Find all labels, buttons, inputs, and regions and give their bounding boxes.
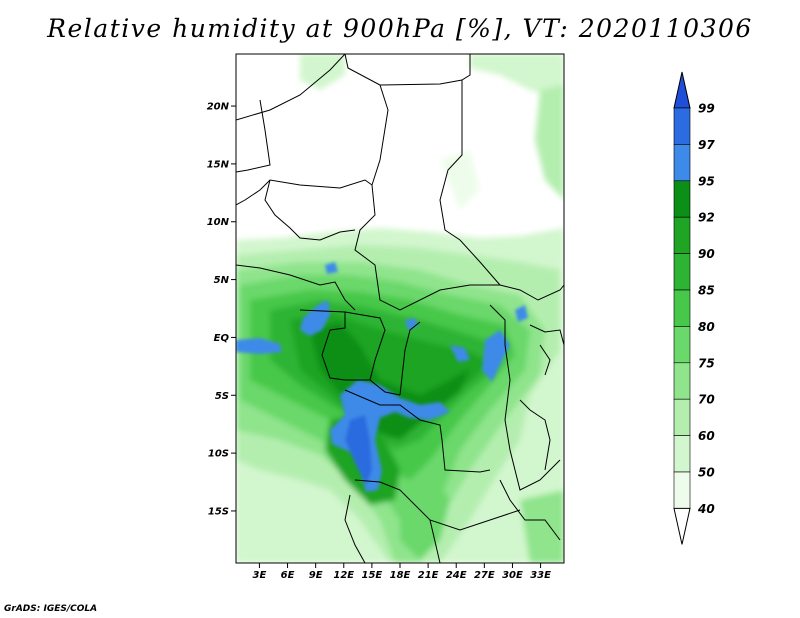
humidity-field — [236, 54, 564, 563]
lon-tick-label: 6E — [281, 570, 295, 581]
lat-tick-label: 5N — [214, 275, 230, 286]
colorbar-label: 97 — [698, 138, 715, 152]
lon-tick-label: 24E — [446, 570, 467, 581]
colorbar-top-triangle — [673, 71, 691, 109]
colorbar-label: 75 — [698, 356, 715, 370]
lon-tick-label: 27E — [474, 570, 495, 581]
colorbar-label: 92 — [698, 211, 715, 225]
country-borders — [236, 54, 564, 563]
colorbar-segment — [673, 362, 691, 400]
lon-tick-label: 15E — [362, 570, 383, 581]
colorbar-segment — [673, 107, 691, 145]
colorbar-bottom-triangle — [673, 507, 691, 545]
colorbar-label: 70 — [698, 393, 715, 407]
lon-tick-label: 12E — [333, 570, 354, 581]
lon-tick-label: 18E — [390, 570, 411, 581]
latitude-axis: 20N 15N 10N 5N EQ 5S 10S 15S — [207, 102, 236, 517]
colorbar-segment — [673, 144, 691, 182]
lat-tick-label: 10S — [208, 449, 229, 460]
grads-credit: GrADS: IGES/COLA — [4, 604, 98, 614]
colorbar-label: 99 — [698, 102, 715, 116]
lat-tick-label: 5S — [215, 391, 229, 402]
colorbar-segment — [673, 180, 691, 218]
colorbar-segment — [673, 471, 691, 509]
lat-tick-label: 10N — [207, 217, 230, 228]
colorbar-segment — [673, 289, 691, 327]
colorbar-label: 95 — [698, 174, 715, 188]
colorbar-label: 40 — [697, 502, 715, 516]
colorbar-segment — [673, 216, 691, 254]
colorbar-label: 80 — [698, 320, 715, 334]
lat-tick-label: 15S — [208, 506, 229, 517]
colorbar-label: 85 — [698, 284, 715, 298]
lon-tick-label: 3E — [253, 570, 267, 581]
colorbar-segment — [673, 398, 691, 436]
lon-tick-label: 33E — [530, 570, 551, 581]
lat-tick-label: 20N — [207, 102, 230, 113]
colorbar-segment — [673, 326, 691, 364]
lat-tick-label: 15N — [207, 159, 230, 170]
map-title: Relative humidity at 900hPa [%], VT: 202… — [47, 14, 753, 43]
lon-tick-label: 9E — [309, 570, 323, 581]
colorbar-segment — [673, 253, 691, 291]
lon-tick-label: 21E — [418, 570, 439, 581]
colorbar-label: 50 — [698, 466, 715, 480]
lon-tick-label: 30E — [502, 570, 523, 581]
colorbar-label: 90 — [698, 247, 715, 261]
longitude-axis: 3E 6E 9E 12E 15E 18E 21E 24E 27E 30E 33E — [253, 563, 551, 581]
colorbar-label: 60 — [698, 429, 715, 443]
lat-tick-label: EQ — [214, 333, 230, 344]
colorbar: 99 97 95 92 90 85 80 75 70 60 50 40 — [673, 71, 715, 545]
colorbar-segment — [673, 435, 691, 473]
